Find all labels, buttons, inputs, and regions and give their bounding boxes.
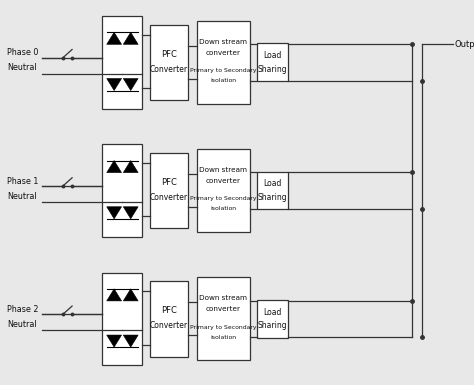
- Polygon shape: [107, 335, 121, 347]
- Bar: [102, 273, 142, 365]
- Polygon shape: [107, 161, 121, 172]
- Polygon shape: [123, 161, 138, 172]
- Text: PFC: PFC: [161, 50, 177, 59]
- Bar: [150, 153, 188, 228]
- Bar: [257, 44, 288, 81]
- Text: Sharing: Sharing: [258, 193, 287, 202]
- Text: Converter: Converter: [150, 65, 188, 74]
- Text: Phase 2: Phase 2: [7, 305, 38, 314]
- Bar: [197, 21, 250, 104]
- Bar: [197, 277, 250, 360]
- Bar: [102, 16, 142, 109]
- Polygon shape: [123, 289, 138, 301]
- Text: Converter: Converter: [150, 193, 188, 202]
- Text: PFC: PFC: [161, 178, 177, 187]
- Bar: [150, 25, 188, 100]
- Polygon shape: [123, 335, 138, 347]
- Text: PFC: PFC: [161, 306, 177, 315]
- Polygon shape: [123, 32, 138, 44]
- Text: converter: converter: [206, 306, 241, 313]
- Text: Neutral: Neutral: [7, 192, 36, 201]
- Text: Load: Load: [264, 308, 282, 316]
- Text: Neutral: Neutral: [7, 320, 36, 329]
- Text: Down stream: Down stream: [199, 38, 247, 45]
- Text: Output: Output: [455, 40, 474, 49]
- Polygon shape: [107, 32, 121, 44]
- Text: Primary to Secondary: Primary to Secondary: [190, 68, 256, 73]
- Bar: [257, 172, 288, 209]
- Text: converter: converter: [206, 50, 241, 56]
- Text: Load: Load: [264, 51, 282, 60]
- Text: converter: converter: [206, 178, 241, 184]
- Text: Converter: Converter: [150, 321, 188, 330]
- Polygon shape: [107, 289, 121, 301]
- Text: Primary to Secondary: Primary to Secondary: [190, 325, 256, 330]
- Bar: [150, 281, 188, 357]
- Polygon shape: [107, 207, 121, 219]
- Text: Sharing: Sharing: [258, 321, 287, 330]
- Text: isolation: isolation: [210, 206, 237, 211]
- Text: Phase 1: Phase 1: [7, 177, 38, 186]
- Polygon shape: [107, 79, 121, 90]
- Bar: [257, 300, 288, 338]
- Text: Load: Load: [264, 179, 282, 188]
- Bar: [197, 149, 250, 232]
- Polygon shape: [123, 207, 138, 219]
- Text: Phase 0: Phase 0: [7, 49, 38, 57]
- Text: isolation: isolation: [210, 335, 237, 340]
- Bar: [102, 144, 142, 237]
- Text: Neutral: Neutral: [7, 64, 36, 72]
- Text: Down stream: Down stream: [199, 167, 247, 173]
- Text: isolation: isolation: [210, 78, 237, 83]
- Polygon shape: [123, 79, 138, 90]
- Text: Sharing: Sharing: [258, 65, 287, 74]
- Text: Primary to Secondary: Primary to Secondary: [190, 196, 256, 201]
- Text: Down stream: Down stream: [199, 295, 247, 301]
